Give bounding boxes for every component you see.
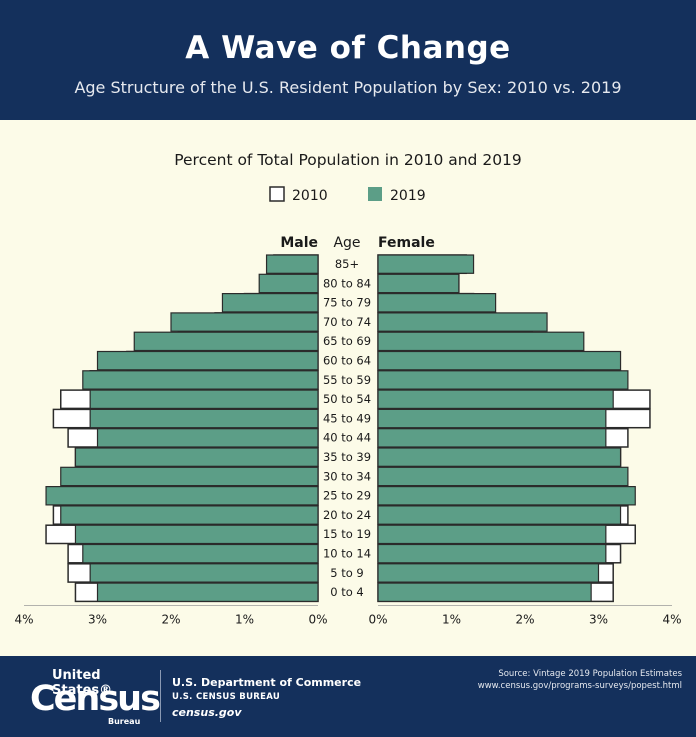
legend-label-2010: 2010 <box>292 188 328 204</box>
age-label-0-to-4: 0 to 4 <box>330 585 364 599</box>
page-title: A Wave of Change <box>185 30 511 66</box>
age-label-35-to-39: 35 to 39 <box>323 450 371 464</box>
female-2019-bar-45-to-49 <box>377 408 607 429</box>
female-2019-bar-35-to-39 <box>377 447 622 467</box>
female-2019-bar-80-to-84 <box>377 273 460 294</box>
female-2019-bar-10-to-14 <box>377 543 607 564</box>
age-label-80-to-84: 80 to 84 <box>323 276 371 290</box>
bureau-name: U.S. CENSUS BUREAU <box>172 692 281 702</box>
age-label-5-to-9: 5 to 9 <box>330 566 364 580</box>
age-label-85-plus: 85+ <box>335 257 359 271</box>
legend-swatch-2010 <box>269 186 285 202</box>
x-tick-male-2: 2% <box>161 612 180 626</box>
footer-divider <box>160 670 161 722</box>
x-tick-female-0: 0% <box>368 612 387 626</box>
age-label-60-to-64: 60 to 64 <box>323 354 371 368</box>
female-2019-bar-50-to-54 <box>377 389 614 410</box>
male-2019-bar-55-to-59 <box>82 370 319 390</box>
age-label-15-to-19: 15 to 19 <box>323 527 371 541</box>
male-2019-bar-5-to-9 <box>89 563 319 583</box>
female-2019-bar-5-to-9 <box>377 563 600 583</box>
logo-top-text: United States® <box>52 668 113 698</box>
page-subtitle: Age Structure of the U.S. Resident Popul… <box>74 78 622 97</box>
female-2019-bar-65-to-69 <box>377 331 585 352</box>
website-link[interactable]: census.gov <box>172 706 242 719</box>
header: A Wave of Change Age Structure of the U.… <box>0 0 696 120</box>
age-label-50-to-54: 50 to 54 <box>323 392 371 406</box>
department-name: U.S. Department of Commerce <box>172 676 362 689</box>
male-2019-bar-35-to-39 <box>74 447 319 467</box>
age-label-70-to-74: 70 to 74 <box>323 315 371 329</box>
age-label-25-to-29: 25 to 29 <box>323 489 371 503</box>
male-2019-bar-60-to-64 <box>96 350 319 371</box>
age-label-75-to-79: 75 to 79 <box>323 296 371 310</box>
x-tick-male-4: 4% <box>14 612 33 626</box>
chart-title: Percent of Total Population in 2010 and … <box>174 151 522 169</box>
source-line-1: Source: Vintage 2019 Population Estimate… <box>498 669 682 679</box>
x-tick-female-2: 2% <box>515 612 534 626</box>
x-tick-male-1: 1% <box>235 612 254 626</box>
population-pyramid-chart: Percent of Total Population in 2010 and … <box>14 151 682 626</box>
age-label-45-to-49: 45 to 49 <box>323 411 371 425</box>
male-2019-bar-15-to-19 <box>74 524 319 545</box>
male-label: Male <box>280 235 318 251</box>
male-2019-bar-10-to-14 <box>82 543 319 564</box>
female-2019-bar-70-to-74 <box>377 312 548 332</box>
female-2019-bar-25-to-29 <box>377 486 636 506</box>
chart-area: Percent of Total Population in 2010 and … <box>0 120 696 656</box>
male-2019-bar-20-to-24 <box>60 505 319 525</box>
female-2019-bar-40-to-44 <box>377 428 607 448</box>
age-label-65-to-69: 65 to 69 <box>323 334 371 348</box>
female-2019-bar-0-to-4 <box>377 582 592 603</box>
logo-main-text: Census <box>30 679 161 719</box>
female-2019-bar-20-to-24 <box>377 505 622 525</box>
x-tick-female-4: 4% <box>662 612 681 626</box>
male-2019-bar-85-plus <box>265 254 319 274</box>
x-tick-female-3: 3% <box>589 612 608 626</box>
male-2019-bar-50-to-54 <box>89 389 319 410</box>
age-label-55-to-59: 55 to 59 <box>323 373 371 387</box>
male-2019-bar-25-to-29 <box>45 486 319 506</box>
source-note: Source: Vintage 2019 Population Estimate… <box>478 668 682 692</box>
age-label-30-to-34: 30 to 34 <box>323 469 371 483</box>
x-tick-male-3: 3% <box>88 612 107 626</box>
male-2019-bar-65-to-69 <box>133 331 319 352</box>
male-2019-bar-0-to-4 <box>96 582 319 603</box>
male-2019-bar-45-to-49 <box>89 408 319 429</box>
male-2019-bar-70-to-74 <box>170 312 319 332</box>
legend: 2010 2019 <box>269 186 426 204</box>
age-label-10-to-14: 10 to 14 <box>323 547 371 561</box>
female-label: Female <box>378 235 435 251</box>
age-label-20-to-24: 20 to 24 <box>323 508 371 522</box>
x-tick-layer: 4% 3% 2% 1% 0% 0% 1% 2% 3% 4% <box>14 604 682 626</box>
female-2019-bar-55-to-59 <box>377 370 629 390</box>
male-2019-bar-75-to-79 <box>221 293 319 313</box>
census-logo: United States® Census Bureau <box>30 668 161 726</box>
female-2019-bar-75-to-79 <box>377 293 497 313</box>
logo-bottom-text: Bureau <box>108 717 141 726</box>
age-label: Age <box>333 235 360 251</box>
male-2019-bar-30-to-34 <box>60 466 319 487</box>
age-labels-layer: 85+ 80 to 84 75 to 79 70 to 74 65 to 69 60 to… <box>323 257 371 599</box>
female-2019-bar-30-to-34 <box>377 466 629 487</box>
source-line-2[interactable]: www.census.gov/programs-surveys/popest.h… <box>477 681 682 691</box>
legend-label-2019: 2019 <box>390 188 426 204</box>
male-2019-bar-80-to-84 <box>258 273 319 294</box>
female-2019-bar-85-plus <box>377 254 475 274</box>
male-2019-bar-40-to-44 <box>96 428 319 448</box>
footer: United States® Census Bureau U.S. Depart… <box>0 656 696 737</box>
legend-swatch-2019 <box>368 187 382 201</box>
female-2019-bar-60-to-64 <box>377 350 622 371</box>
x-tick-female-1: 1% <box>442 612 461 626</box>
bars-layer <box>45 254 651 603</box>
female-2019-bar-15-to-19 <box>377 524 607 545</box>
age-label-40-to-44: 40 to 44 <box>323 431 371 445</box>
x-tick-male-0: 0% <box>308 612 327 626</box>
